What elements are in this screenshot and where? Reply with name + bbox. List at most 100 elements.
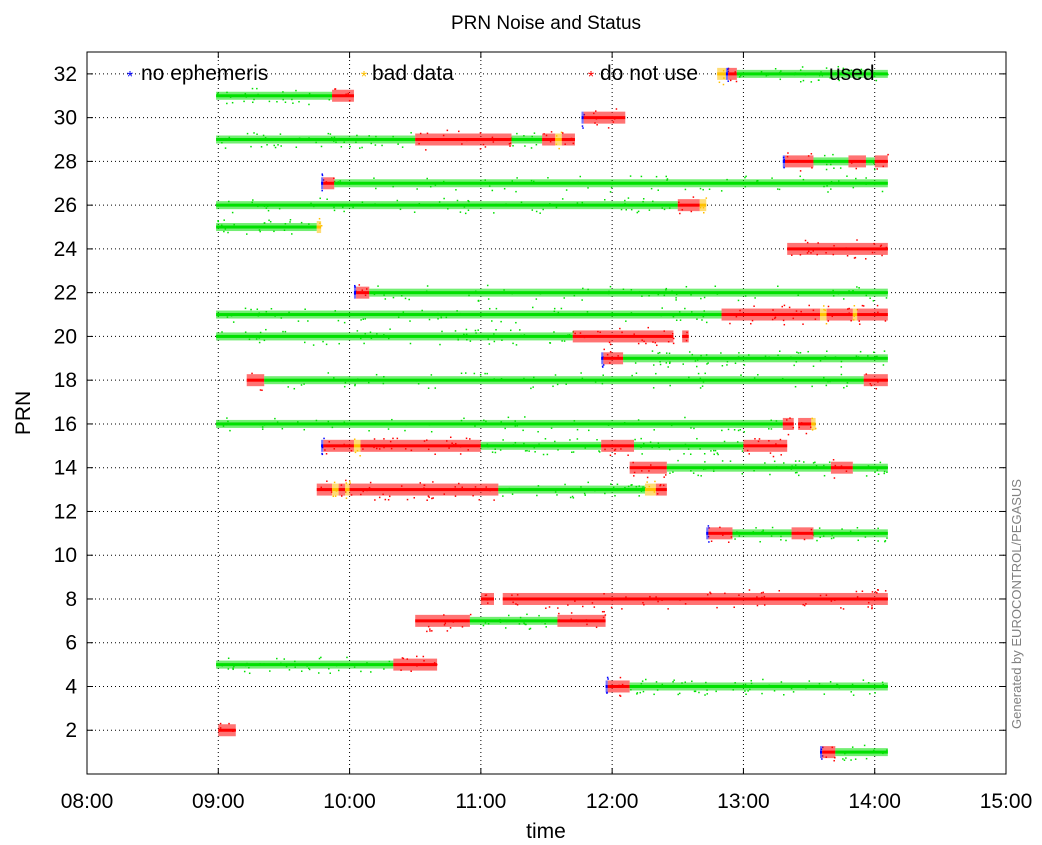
prn-8-track [480, 589, 888, 610]
prn-11-noise-point [734, 538, 736, 540]
prn-31-noise-point [295, 89, 297, 92]
prn-15-noise-point [404, 448, 407, 450]
prn-5-noise-point [329, 672, 331, 674]
prn-8-noise-point [642, 601, 644, 604]
prn-13-noise-point [485, 486, 487, 488]
prn-14-noise-point [773, 460, 776, 463]
prn-7-do_not_use-core [415, 619, 470, 623]
prn-13-noise-point [638, 495, 640, 497]
prn-16-noise-point [483, 419, 485, 422]
prn-7-noise-point [504, 627, 507, 629]
prn-20-noise-point [582, 335, 584, 337]
prn-5-noise-point [433, 662, 436, 664]
prn-7-noise-point [519, 616, 522, 619]
legend-label-do_not_use: do not use [600, 62, 698, 85]
prn-27-noise-point [650, 187, 653, 190]
prn-26-noise-point [266, 205, 269, 208]
prn-29-noise-point [372, 138, 374, 141]
prn-29-noise-point [446, 129, 449, 132]
prn-19-noise-point [682, 363, 684, 365]
prn-15-noise-point [362, 448, 364, 450]
prn-14-noise-point [865, 475, 868, 477]
prn-15-noise-point [343, 444, 345, 447]
prn-22-noise-point [573, 294, 576, 297]
prn-8-noise-point [574, 600, 576, 602]
prn-14-noise-point [633, 475, 635, 477]
prn-29-noise-point [508, 143, 511, 145]
prn-15-noise-point [383, 446, 385, 449]
prn-26-noise-point [263, 205, 266, 207]
prn-15-noise-point [453, 443, 455, 446]
prn-20-noise-point [396, 335, 398, 338]
prn-21-noise-point [800, 310, 802, 313]
prn-7-noise-point [545, 626, 547, 628]
prn-22-noise-point [539, 292, 542, 295]
prn-21-noise-point [343, 321, 346, 324]
prn-29-noise-point [266, 144, 268, 146]
prn-13-noise-point [426, 499, 428, 501]
prn-13-noise-point [654, 480, 656, 483]
prn-21-noise-point [495, 307, 498, 310]
prn-32-noise-point [800, 72, 802, 75]
prn-11-used-core [813, 531, 888, 535]
prn-32-noise-point [829, 77, 831, 79]
legend-marker-do_not_use: * [588, 69, 594, 86]
prn-20-noise-point [466, 339, 468, 341]
prn-4-noise-point [704, 694, 706, 696]
prn-20-do_not_use-core [572, 334, 674, 338]
prn-20-noise-point [265, 328, 267, 331]
prn-15-noise-point [748, 453, 750, 455]
prn-19-noise-point [602, 366, 604, 368]
prn-1-noise-point [833, 759, 835, 762]
prn-14-track [629, 459, 888, 479]
prn-14-noise-point [755, 466, 757, 469]
prn-25-noise-point [318, 217, 321, 220]
prn-19-noise-point [602, 364, 605, 366]
prn-15-noise-point [640, 446, 642, 448]
prn-13-noise-point [583, 492, 586, 495]
prn-20-noise-point [574, 332, 576, 335]
prn-16-noise-point [690, 427, 692, 429]
prn-26-noise-point [495, 203, 497, 206]
prn-27-noise-point [852, 186, 855, 189]
prn-5-noise-point [232, 663, 234, 665]
prn-31-noise-point [253, 98, 255, 101]
prn-26-noise-point [429, 205, 432, 207]
prn-30-noise-point [594, 110, 597, 112]
prn-14-noise-point [883, 472, 886, 475]
prn-15-noise-point [469, 438, 471, 440]
prn-16-noise-point [588, 429, 590, 432]
prn-7-noise-point [487, 619, 489, 622]
prn-20-noise-point [519, 329, 521, 331]
prn-18-noise-point [565, 383, 567, 385]
prn-8-noise-point [486, 599, 489, 601]
prn-16-noise-point [229, 429, 231, 432]
prn-26-noise-point [467, 209, 470, 212]
prn-15-noise-point [514, 441, 517, 444]
prn-18-noise-point [697, 372, 700, 375]
prn-8-do_not_use-core [502, 597, 888, 601]
prn-19-noise-point [651, 350, 654, 352]
prn-1-track [820, 744, 888, 762]
prn-5-noise-point [330, 664, 333, 666]
prn-26-noise-point [310, 202, 312, 205]
prn-5-noise-point [402, 657, 405, 660]
prn-31-noise-point [229, 96, 232, 98]
prn-4-noise-point [838, 686, 841, 689]
prn-28-noise-point [783, 159, 785, 161]
prn-20-noise-point [643, 340, 645, 343]
prn-7-noise-point [482, 624, 485, 627]
prn-26-noise-point [648, 209, 651, 211]
prn-15-noise-point [526, 449, 528, 452]
prn-25-noise-point [300, 221, 303, 224]
prn-22-noise-point [354, 286, 356, 288]
prn-25-noise-point [300, 225, 303, 227]
prn-27-noise-point [321, 173, 323, 175]
prn-4-noise-point [836, 684, 839, 686]
prn-5-noise-point [318, 657, 321, 660]
prn-13-noise-point [378, 496, 381, 499]
prn-11-noise-point [822, 535, 825, 537]
prn-8-noise-point [871, 607, 873, 610]
prn-18-noise-point [427, 387, 430, 389]
prn-25-noise-point [263, 222, 266, 224]
